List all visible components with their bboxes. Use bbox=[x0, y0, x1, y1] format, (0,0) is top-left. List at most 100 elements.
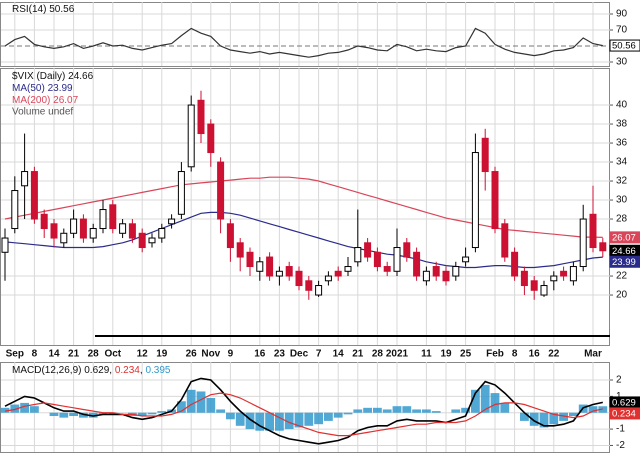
histogram-bar bbox=[412, 409, 421, 413]
histogram-bar bbox=[363, 407, 372, 413]
price-panel bbox=[0, 68, 610, 346]
histogram-bar bbox=[343, 412, 353, 415]
separator: , bbox=[109, 365, 112, 376]
candle-body bbox=[452, 266, 460, 277]
histogram-bar bbox=[392, 406, 402, 413]
y-tick-label: 38 bbox=[616, 119, 628, 130]
x-tick-label: 16 bbox=[529, 349, 541, 360]
histogram-bar bbox=[480, 384, 490, 413]
histogram-bar bbox=[451, 409, 461, 413]
candle-body bbox=[128, 223, 136, 239]
x-tick-label: 23 bbox=[274, 349, 286, 360]
ma200-legend: MA(200) 26.07 bbox=[12, 95, 79, 106]
histogram-bar bbox=[20, 402, 29, 413]
histogram-bar bbox=[324, 412, 333, 421]
price-title: $VIX (Daily) bbox=[12, 71, 65, 82]
candle-body bbox=[158, 228, 166, 239]
y-tick-label: 90 bbox=[616, 9, 628, 20]
candle-body bbox=[550, 275, 558, 282]
candle-body bbox=[50, 223, 58, 239]
signal-last: 0.234 bbox=[115, 365, 140, 376]
x-tick-label: 25 bbox=[460, 349, 472, 360]
rsi-header: RSI(14) 50.56 bbox=[12, 4, 75, 15]
candle-body bbox=[295, 270, 303, 287]
x-tick-label: 11 bbox=[421, 349, 432, 360]
ma200-name: MA(200) bbox=[12, 95, 50, 106]
x-tick-label: 28 bbox=[88, 349, 100, 360]
x-tick-label: 9 bbox=[228, 349, 234, 360]
rsi-panel bbox=[0, 2, 610, 67]
plot-layer: Sep 8 14 21 28 Oct 12 19 26 Nov 9 16 23 Dec 7 14 21 28 202… bbox=[0, 2, 628, 452]
histogram-bar bbox=[196, 391, 206, 413]
candle-body bbox=[177, 171, 185, 215]
candle-body bbox=[569, 266, 577, 282]
candle-body bbox=[354, 247, 362, 263]
x-tick-label: Nov bbox=[201, 349, 220, 360]
histogram-bar bbox=[108, 412, 118, 415]
candle-body bbox=[1, 237, 9, 253]
price-last: 24.66 bbox=[68, 71, 93, 82]
histogram-bar bbox=[265, 412, 274, 431]
histogram-bar bbox=[216, 409, 225, 413]
candle-body bbox=[79, 218, 87, 239]
x-tick-label: Mar bbox=[584, 349, 602, 360]
histogram-bar bbox=[431, 411, 441, 413]
histogram-bar bbox=[314, 412, 323, 425]
histogram-bar bbox=[569, 412, 578, 416]
candle-body bbox=[266, 256, 274, 277]
candle-body bbox=[373, 251, 381, 268]
y-tick-label: 30 bbox=[616, 57, 628, 68]
histogram-bar bbox=[30, 406, 39, 413]
candle-body bbox=[275, 270, 283, 277]
candle-body bbox=[481, 137, 489, 173]
candle-body bbox=[168, 218, 176, 225]
histogram-bar bbox=[10, 404, 20, 413]
candle-body bbox=[217, 161, 225, 220]
x-tick-label: Sep bbox=[6, 349, 24, 360]
candle-body bbox=[413, 251, 421, 277]
histogram-bar bbox=[284, 412, 294, 430]
candle-body bbox=[60, 232, 68, 244]
candle-body bbox=[109, 204, 117, 230]
candle-body bbox=[236, 242, 244, 258]
histogram-bar bbox=[304, 412, 314, 426]
candle-body bbox=[187, 104, 195, 168]
y-tick-label: 20 bbox=[616, 290, 628, 301]
histogram-bar bbox=[0, 407, 10, 413]
macd-name: MACD(12,26,9) bbox=[12, 365, 81, 376]
candle-body bbox=[599, 242, 607, 252]
value-box-label: 0.629 bbox=[612, 397, 636, 408]
candle-body bbox=[246, 251, 254, 268]
candle-body bbox=[305, 280, 313, 291]
ma50-legend: MA(50) 23.99 bbox=[12, 83, 73, 94]
candle-body bbox=[99, 209, 107, 230]
price-header: $VIX (Daily) 24.66 bbox=[12, 71, 94, 82]
candle-body bbox=[403, 242, 411, 258]
histogram-bar bbox=[226, 412, 235, 420]
macd-line bbox=[4, 392, 603, 437]
y-tick-label: 34 bbox=[616, 157, 628, 168]
candle-body bbox=[471, 152, 479, 249]
hist-last: 0.395 bbox=[145, 365, 170, 376]
candle-body bbox=[511, 251, 519, 277]
candle-body bbox=[315, 285, 323, 296]
x-tick-label: Feb bbox=[486, 349, 504, 360]
histogram-bar bbox=[186, 389, 196, 413]
y-tick-label: 36 bbox=[616, 138, 628, 149]
histogram-bar bbox=[422, 409, 431, 413]
histogram-bar bbox=[49, 412, 59, 416]
value-box-label: 24.66 bbox=[612, 246, 636, 257]
histogram-bar bbox=[539, 412, 549, 428]
ma200-last: 26.07 bbox=[53, 95, 78, 106]
ma50-last: 23.99 bbox=[48, 83, 73, 94]
histogram-bar bbox=[255, 412, 265, 431]
candle-body bbox=[197, 99, 205, 135]
histogram-bar bbox=[373, 407, 382, 413]
candle-body bbox=[579, 218, 587, 268]
y-tick-label: 2 bbox=[616, 375, 622, 386]
histogram-bar bbox=[59, 412, 69, 418]
candle-body bbox=[530, 280, 538, 291]
candle-body bbox=[540, 285, 548, 296]
histogram-bar bbox=[98, 412, 108, 415]
